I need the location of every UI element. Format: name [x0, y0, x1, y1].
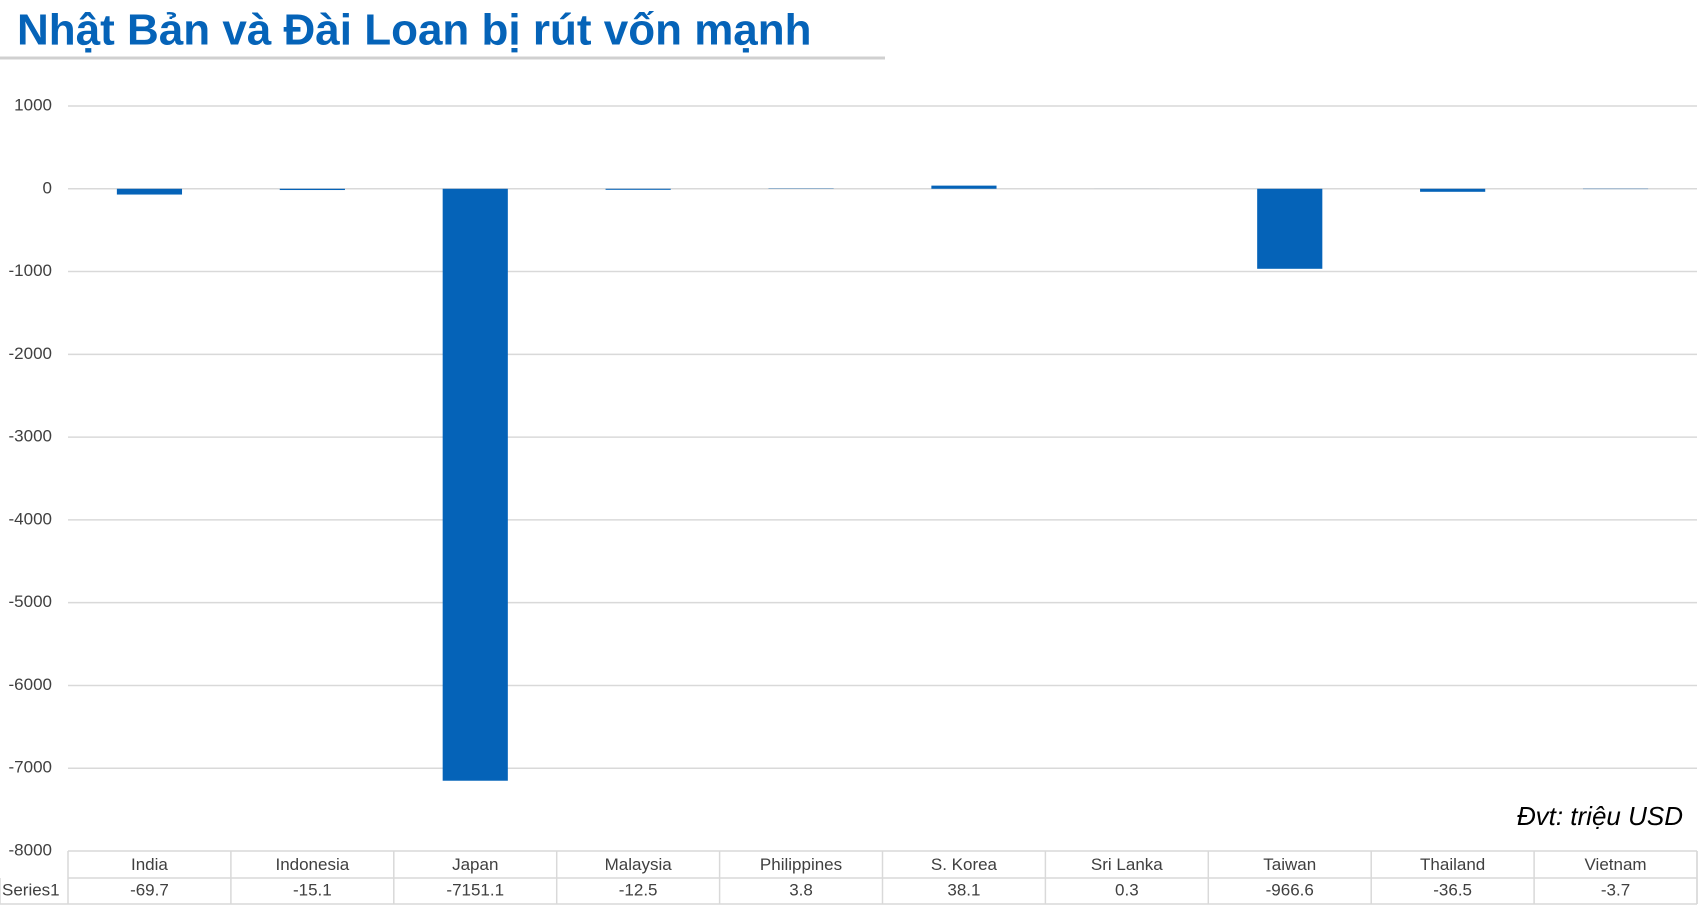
table-value: -36.5 [1433, 880, 1472, 899]
y-tick-label: -7000 [9, 758, 52, 777]
table-value: 0.3 [1115, 880, 1139, 899]
x-tick-label: Vietnam [1585, 855, 1647, 874]
y-tick-label: -1000 [9, 261, 52, 280]
bar [931, 185, 997, 189]
x-tick-label: Japan [452, 855, 498, 874]
table-value: 38.1 [947, 880, 980, 899]
table-value: 3.8 [789, 880, 813, 899]
table-value: -12.5 [619, 880, 658, 899]
y-tick-label: -3000 [9, 427, 52, 446]
bar [1257, 188, 1323, 269]
x-tick-label: Indonesia [275, 855, 349, 874]
table-value: -69.7 [130, 880, 169, 899]
table-value: -3.7 [1601, 880, 1630, 899]
x-tick-label: Thailand [1420, 855, 1485, 874]
table-value: -7151.1 [446, 880, 504, 899]
table-value: -966.6 [1266, 880, 1314, 899]
table-value: -15.1 [293, 880, 332, 899]
x-tick-label: Taiwan [1263, 855, 1316, 874]
x-tick-label: Malaysia [605, 855, 673, 874]
bar [1420, 188, 1486, 192]
chart-title: Nhật Bản và Đài Loan bị rút vốn mạnh [17, 6, 812, 55]
series-label: Series1 [2, 880, 60, 899]
bar [605, 188, 671, 190]
x-tick-label: Sri Lanka [1091, 855, 1163, 874]
bar [279, 188, 345, 191]
unit-note: Đvt: triệu USD [1517, 801, 1683, 831]
y-tick-label: -4000 [9, 509, 52, 528]
y-tick-label: -6000 [9, 675, 52, 694]
bar [442, 188, 508, 781]
x-tick-label: India [131, 855, 168, 874]
x-tick-label: S. Korea [931, 855, 998, 874]
y-tick-label: -8000 [9, 840, 52, 859]
bar [116, 188, 183, 195]
y-tick-label: 0 [43, 178, 52, 197]
x-tick-label: Philippines [760, 855, 842, 874]
y-tick-label: -2000 [9, 344, 52, 363]
y-tick-label: 1000 [14, 95, 52, 114]
y-tick-label: -5000 [9, 592, 52, 611]
